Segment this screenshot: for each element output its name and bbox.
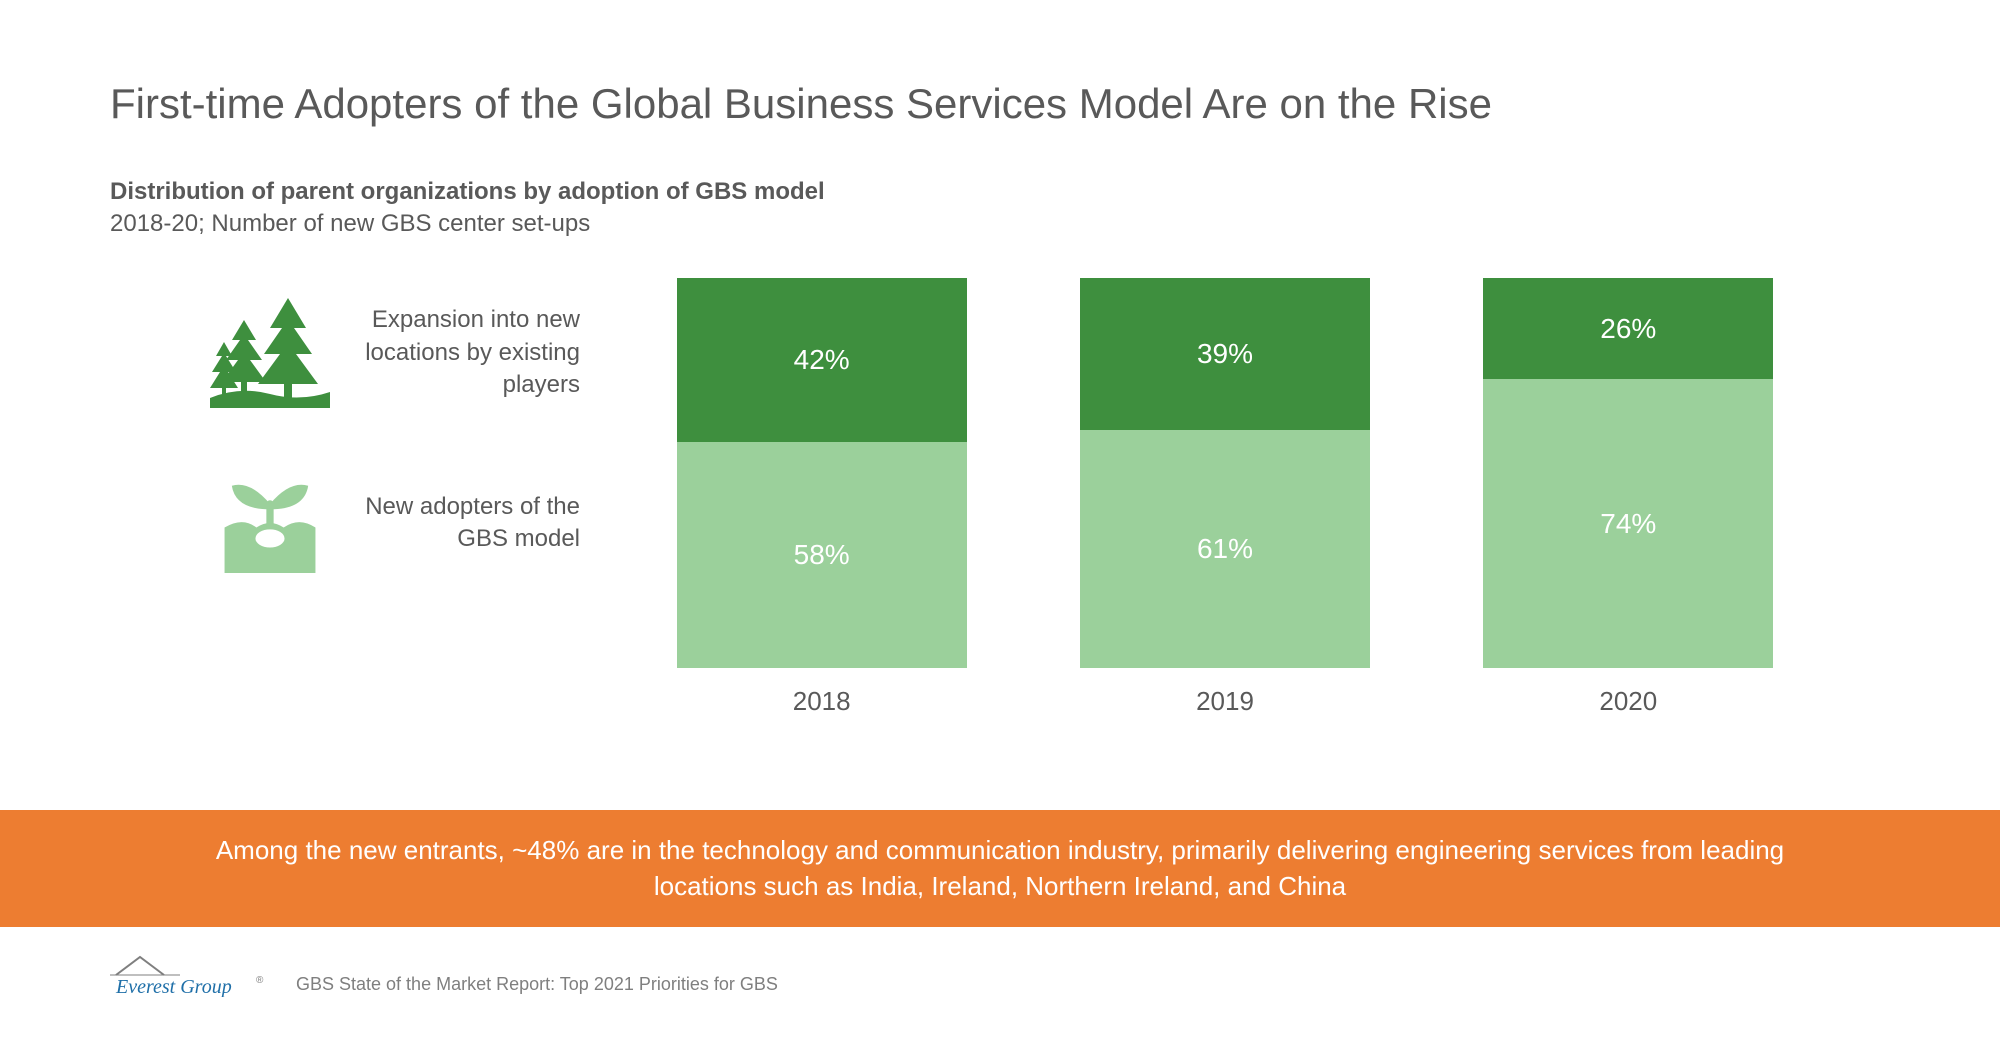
stacked-bar: 39%61% (1080, 278, 1370, 668)
svg-text:Everest Group: Everest Group (115, 976, 232, 997)
legend-item-new-adopters: New adopters of the GBS model (110, 468, 580, 578)
legend-column: Expansion into new locations by existing… (110, 278, 580, 638)
bar-segment-expansion: 26% (1483, 278, 1773, 379)
page-title: First-time Adopters of the Global Busine… (110, 80, 1890, 128)
trees-icon (210, 298, 330, 408)
bar-segment-expansion: 42% (677, 278, 967, 442)
callout-banner: Among the new entrants, ~48% are in the … (0, 810, 2000, 927)
svg-text:®: ® (256, 975, 264, 986)
bar-group-2020: 26%74% 2020 (1483, 278, 1773, 717)
bars-container: 42%58% 2018 39%61% 2019 26%74% 2020 (580, 278, 1890, 717)
chart-subtitle-bold: Distribution of parent organizations by … (110, 178, 1890, 206)
legend-label-new-adopters: New adopters of the GBS model (350, 491, 580, 556)
stacked-bar: 26%74% (1483, 278, 1773, 668)
bar-year-label: 2020 (1599, 686, 1657, 717)
bar-group-2018: 42%58% 2018 (677, 278, 967, 717)
bar-year-label: 2019 (1196, 686, 1254, 717)
legend-item-expansion: Expansion into new locations by existing… (110, 298, 580, 408)
bar-segment-new-adopters: 74% (1483, 379, 1773, 668)
sprout-icon (210, 468, 330, 578)
legend-label-expansion: Expansion into new locations by existing… (350, 304, 580, 401)
everest-group-logo: Everest Group ® (110, 953, 280, 997)
footer-source-text: GBS State of the Market Report: Top 2021… (296, 974, 778, 997)
footer: Everest Group ® GBS State of the Market … (110, 953, 778, 997)
stacked-bar: 42%58% (677, 278, 967, 668)
bar-group-2019: 39%61% 2019 (1080, 278, 1370, 717)
bar-segment-expansion: 39% (1080, 278, 1370, 430)
bar-segment-new-adopters: 58% (677, 442, 967, 668)
bar-segment-new-adopters: 61% (1080, 430, 1370, 668)
chart-area: Expansion into new locations by existing… (110, 278, 1890, 717)
bar-year-label: 2018 (793, 686, 851, 717)
chart-subtitle-light: 2018-20; Number of new GBS center set-up… (110, 210, 1890, 238)
